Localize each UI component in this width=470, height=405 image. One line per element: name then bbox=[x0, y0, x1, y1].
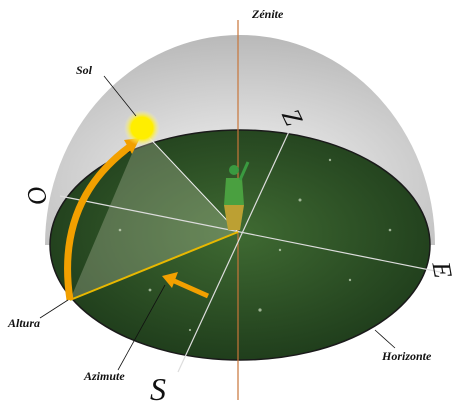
azimuth-arrow-head bbox=[162, 272, 178, 288]
azimuth-label: Azimute bbox=[83, 369, 125, 383]
sun-ray bbox=[141, 129, 239, 233]
sun-core bbox=[131, 117, 153, 139]
zenith-label: Zénite bbox=[251, 7, 284, 21]
altitude-label: Altura bbox=[7, 316, 40, 330]
stars bbox=[118, 158, 392, 332]
sun-label: Sol bbox=[76, 63, 93, 77]
east-west-line bbox=[59, 195, 441, 273]
azimuth-arrow bbox=[170, 277, 210, 299]
horizon-label: Horizonte bbox=[381, 349, 432, 363]
south-label: S bbox=[150, 371, 166, 405]
west-label: O bbox=[20, 182, 53, 208]
altitude-leader bbox=[39, 299, 69, 319]
azimuth-leader bbox=[117, 284, 166, 371]
north-south-line bbox=[177, 124, 293, 373]
sun-leader bbox=[103, 75, 137, 117]
altitude-arc bbox=[64, 142, 135, 301]
east-label: E bbox=[426, 259, 458, 281]
horizon-plane bbox=[49, 129, 431, 361]
observer bbox=[224, 161, 250, 230]
azimuth-line bbox=[69, 231, 239, 301]
horizon-leader bbox=[374, 329, 396, 349]
